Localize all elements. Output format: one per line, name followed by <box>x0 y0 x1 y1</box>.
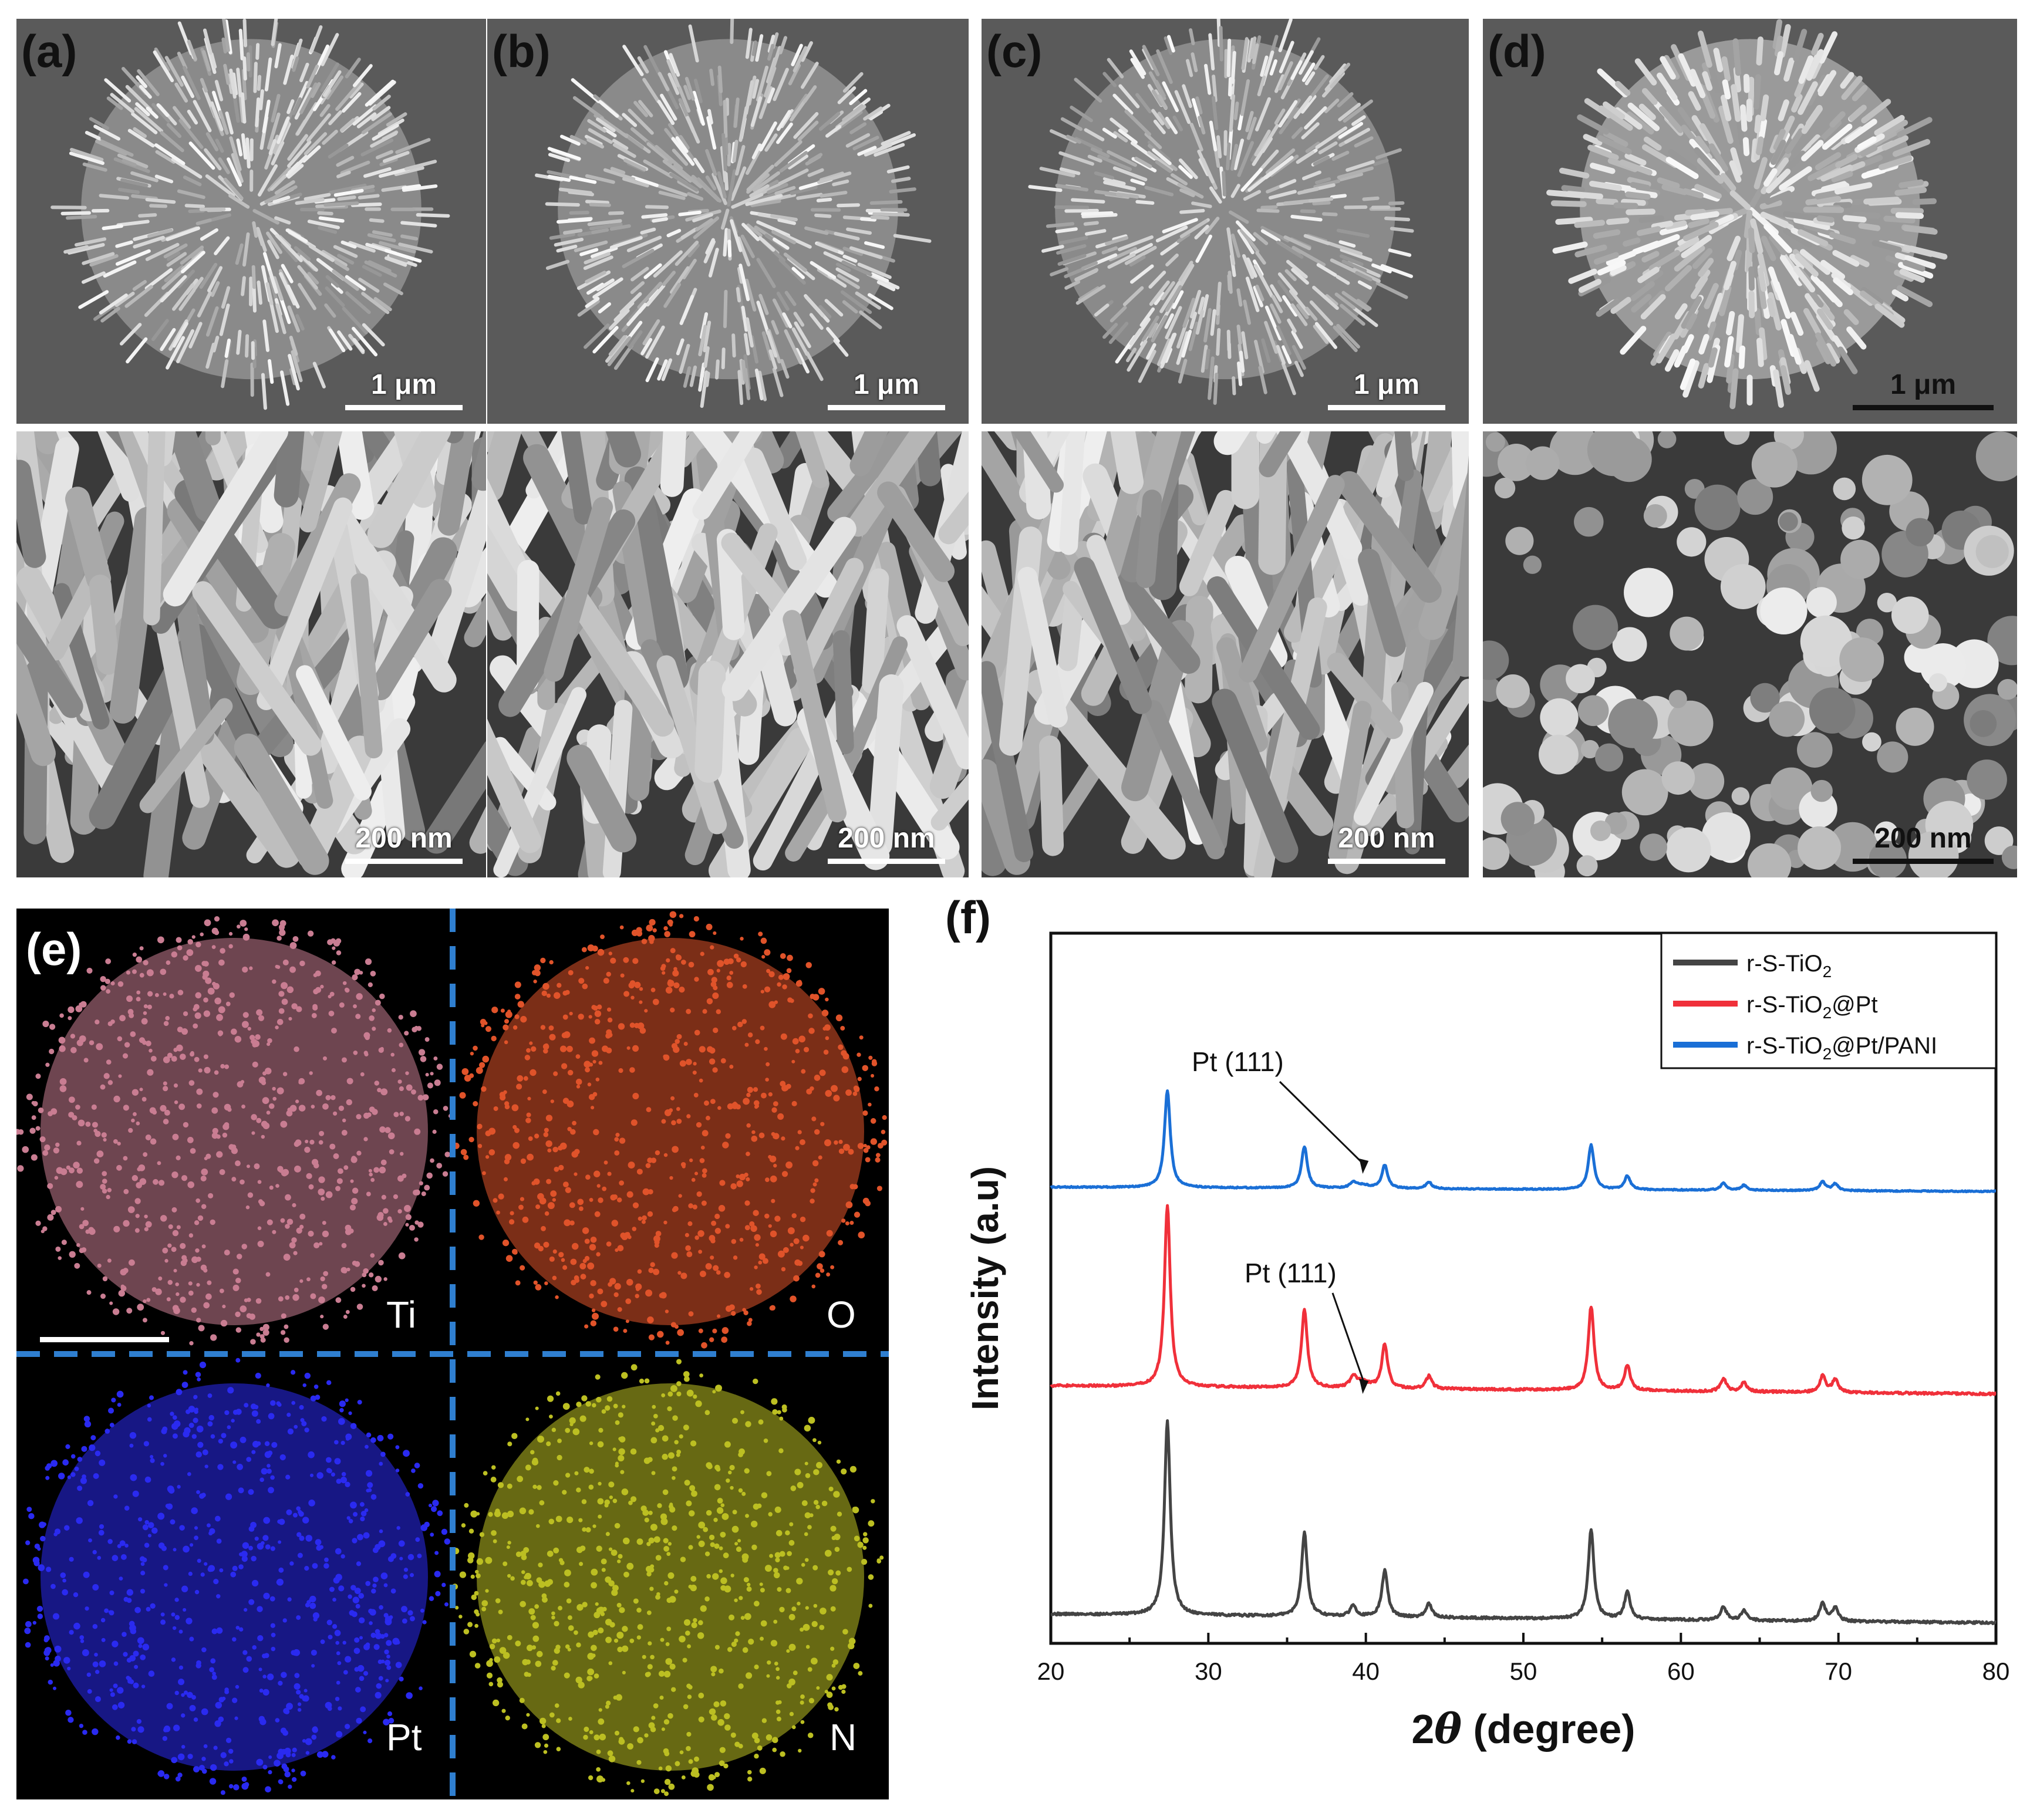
panel-label-a: (a) <box>21 25 77 77</box>
panel-label-b: (b) <box>492 25 551 77</box>
eds-mapping-panel: (e) Ti O Pt N <box>16 909 889 1799</box>
scale-bar-line <box>1853 405 1994 410</box>
scale-bar: 200 nm <box>828 825 945 864</box>
legend-entry: r-S-TiO2 <box>1746 951 1832 981</box>
sem-image-overview-d: (d) 1 μm <box>1483 19 2017 424</box>
scale-bar-label: 1 μm <box>853 369 920 400</box>
scale-bar-line <box>1853 859 1994 864</box>
scale-bar-label: 1 μm <box>370 369 437 400</box>
sem-texture <box>50 19 450 410</box>
scale-bar-line <box>1328 859 1445 864</box>
scale-bar: 1 μm <box>1853 371 1994 410</box>
scale-bar: 1 μm <box>1328 371 1445 410</box>
annotation-arrow <box>1279 1080 1366 1167</box>
sem-texture <box>1483 431 2017 877</box>
scale-bar-line <box>345 405 463 410</box>
x-tick-label: 30 <box>1195 1657 1222 1685</box>
scale-bar-label: 200 nm <box>838 823 935 854</box>
scale-bar: 200 nm <box>1853 825 1994 864</box>
annotation-arrowhead <box>1359 1159 1369 1174</box>
scale-bar: 1 μm <box>828 371 945 410</box>
panel-label-c: (c) <box>986 25 1043 77</box>
scale-bar-line <box>1328 405 1445 410</box>
annotation-arrow <box>1331 1292 1366 1386</box>
annotation-arrowhead <box>1359 1379 1369 1394</box>
legend-entry: r-S-TiO2@Pt/PANI <box>1746 1033 1937 1063</box>
scale-bar-label: 1 μm <box>1353 369 1420 400</box>
eds-label-o: O <box>827 1294 856 1336</box>
sem-image-overview-c: (c) 1 μm <box>982 19 1469 424</box>
sem-texture <box>535 19 932 408</box>
eds-label-n: N <box>829 1716 857 1758</box>
x-axis-label: 2θ (degree) <box>1411 1704 1635 1753</box>
scale-bar-line <box>345 859 463 864</box>
eds-scale-bar <box>40 1337 169 1342</box>
x-tick-label: 40 <box>1352 1657 1380 1685</box>
series-line <box>1050 1419 1997 1625</box>
scale-bar-label: 200 nm <box>1338 823 1435 854</box>
x-tick-label: 50 <box>1510 1657 1537 1685</box>
annotation-label: Pt (111) <box>1192 1046 1284 1077</box>
sem-image-closeup-a: 200 nm <box>16 431 486 877</box>
sem-texture <box>1028 19 1414 405</box>
sem-texture <box>1546 19 1948 410</box>
annotation-label: Pt (111) <box>1245 1258 1337 1288</box>
panel-label-f: (f) <box>945 892 991 943</box>
x-tick-label: 80 <box>1982 1657 2010 1685</box>
x-tick-label: 20 <box>1037 1657 1065 1685</box>
scale-bar: 1 μm <box>345 371 463 410</box>
panel-label-e: (e) <box>26 923 82 975</box>
scale-bar-label: 1 μm <box>1890 369 1957 400</box>
y-axis-label: Intensity (a.u) <box>964 1166 1006 1410</box>
x-tick-label: 70 <box>1825 1657 1852 1685</box>
eds-label-pt: Pt <box>386 1716 422 1758</box>
sem-image-closeup-d: 200 nm <box>1483 431 2017 877</box>
xrd-chart: (f) 20 30 40 50 60 70 80 2θ (degree) Intensity (a… <box>945 892 2010 1753</box>
sem-texture <box>16 431 486 877</box>
scale-bar-label: 200 nm <box>355 823 453 854</box>
series-line <box>1050 1089 1997 1194</box>
sem-image-overview-b: (b) 1 μm <box>487 19 969 424</box>
eds-maps <box>16 909 889 1799</box>
x-tick-label: 60 <box>1667 1657 1695 1685</box>
scale-bar-line <box>828 859 945 864</box>
scale-bar-line <box>828 405 945 410</box>
sem-texture <box>487 431 969 877</box>
scale-bar: 200 nm <box>1328 825 1445 864</box>
sem-image-closeup-c: 200 nm <box>982 431 1469 877</box>
panel-label-d: (d) <box>1488 25 1546 77</box>
legend-entry: r-S-TiO2@Pt <box>1746 992 1878 1022</box>
scale-bar: 200 nm <box>345 825 463 864</box>
eds-map-o <box>477 938 864 1325</box>
sem-image-overview-a: (a) 1 μm <box>16 19 486 424</box>
scale-bar-label: 200 nm <box>1874 823 1972 854</box>
sem-image-closeup-b: 200 nm <box>487 431 969 877</box>
series-line <box>1050 1204 1997 1397</box>
sem-texture <box>982 431 1469 877</box>
eds-label-ti: Ti <box>386 1294 416 1336</box>
